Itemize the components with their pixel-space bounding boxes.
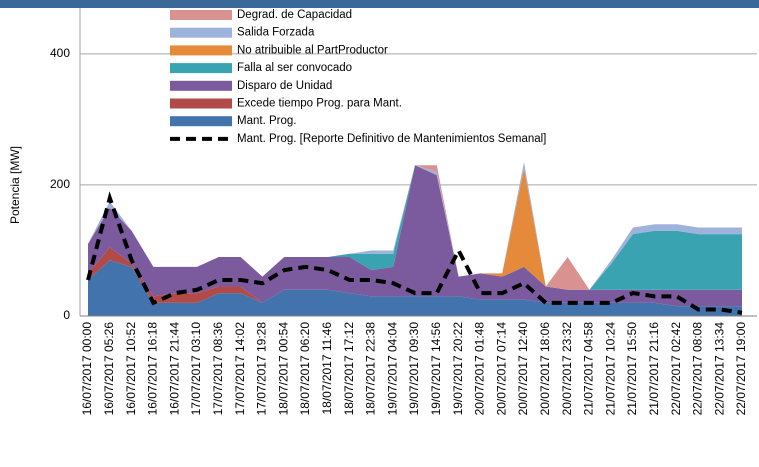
x-tick-label: 22/07/2017 13:34 <box>712 322 726 416</box>
legend-swatch <box>170 10 232 20</box>
x-tick-label: 17/07/2017 19:28 <box>255 322 269 416</box>
legend-label: No atribuible al PartProductor <box>237 44 388 56</box>
x-tick-label: 16/07/2017 10:52 <box>124 322 138 416</box>
x-tick-label: 22/07/2017 08:08 <box>691 322 705 416</box>
legend-swatch <box>170 63 232 74</box>
x-tick-label: 18/07/2017 22:38 <box>364 322 378 416</box>
x-tick-label: 20/07/2017 12:40 <box>516 322 530 416</box>
legend-label: Excede tiempo Prog. para Mant. <box>237 98 402 110</box>
x-tick-label: 19/07/2017 09:30 <box>407 322 421 416</box>
x-tick-label: 21/07/2017 10:24 <box>603 322 617 416</box>
x-tick-label: 21/07/2017 21:16 <box>647 322 661 416</box>
dashed-line <box>86 191 743 315</box>
x-tick-label: 16/07/2017 16:18 <box>146 322 160 416</box>
x-tick-label: 18/07/2017 17:12 <box>342 322 356 416</box>
x-tick-label: 22/07/2017 19:00 <box>734 322 748 416</box>
area <box>88 165 742 307</box>
legend-label: Mant. Prog. <box>237 115 296 127</box>
legend-swatch <box>170 116 232 127</box>
x-tick-label: 21/07/2017 15:50 <box>625 322 639 416</box>
x-tick-label: 22/07/2017 02:42 <box>669 322 683 416</box>
legend-label: Salida Forzada <box>237 27 315 39</box>
legend-label: Mant. Prog. [Reporte Definitivo de Mante… <box>237 133 546 145</box>
y-tick-label: 200 <box>50 177 70 191</box>
area <box>88 260 742 316</box>
legend-swatch <box>170 98 232 109</box>
x-tick-label: 17/07/2017 08:36 <box>211 322 225 416</box>
y-tick-label: 0 <box>63 308 70 322</box>
legend-label: Falla al ser convocado <box>237 62 352 74</box>
x-tick-label: 19/07/2017 14:56 <box>429 322 443 416</box>
x-tick-label: 19/07/2017 20:22 <box>451 322 465 416</box>
legend-swatch <box>170 45 232 56</box>
x-tick-label: 18/07/2017 11:46 <box>320 322 334 415</box>
x-tick-label: 18/07/2017 00:54 <box>276 322 290 416</box>
y-tick-label: 400 <box>50 46 70 60</box>
legend-swatch <box>170 80 232 91</box>
x-tick-label: 17/07/2017 03:10 <box>189 322 203 416</box>
x-tick-label: 17/07/2017 14:02 <box>233 322 247 416</box>
x-tick-label: 18/07/2017 06:20 <box>298 322 312 416</box>
legend-swatch <box>170 27 232 38</box>
x-tick-label: 16/07/2017 00:00 <box>80 322 94 416</box>
x-tick-label: 20/07/2017 18:06 <box>538 322 552 416</box>
x-tick-label: 20/07/2017 07:14 <box>494 322 508 416</box>
legend-label: Degrad. de Capacidad <box>237 9 352 21</box>
x-tick-label: 16/07/2017 21:44 <box>167 322 181 416</box>
x-tick-label: 16/07/2017 05:26 <box>102 322 116 416</box>
x-tick-label: 20/07/2017 23:32 <box>560 322 574 416</box>
x-tick-label: 21/07/2017 04:58 <box>582 322 596 416</box>
x-tick-label: 20/07/2017 01:48 <box>473 322 487 416</box>
x-tick-label: 19/07/2017 04:04 <box>385 322 399 416</box>
top-band <box>0 0 759 8</box>
area <box>88 165 742 290</box>
y-axis-label: Potencia [MW] <box>8 146 22 224</box>
legend-label: Disparo de Unidad <box>237 80 332 92</box>
